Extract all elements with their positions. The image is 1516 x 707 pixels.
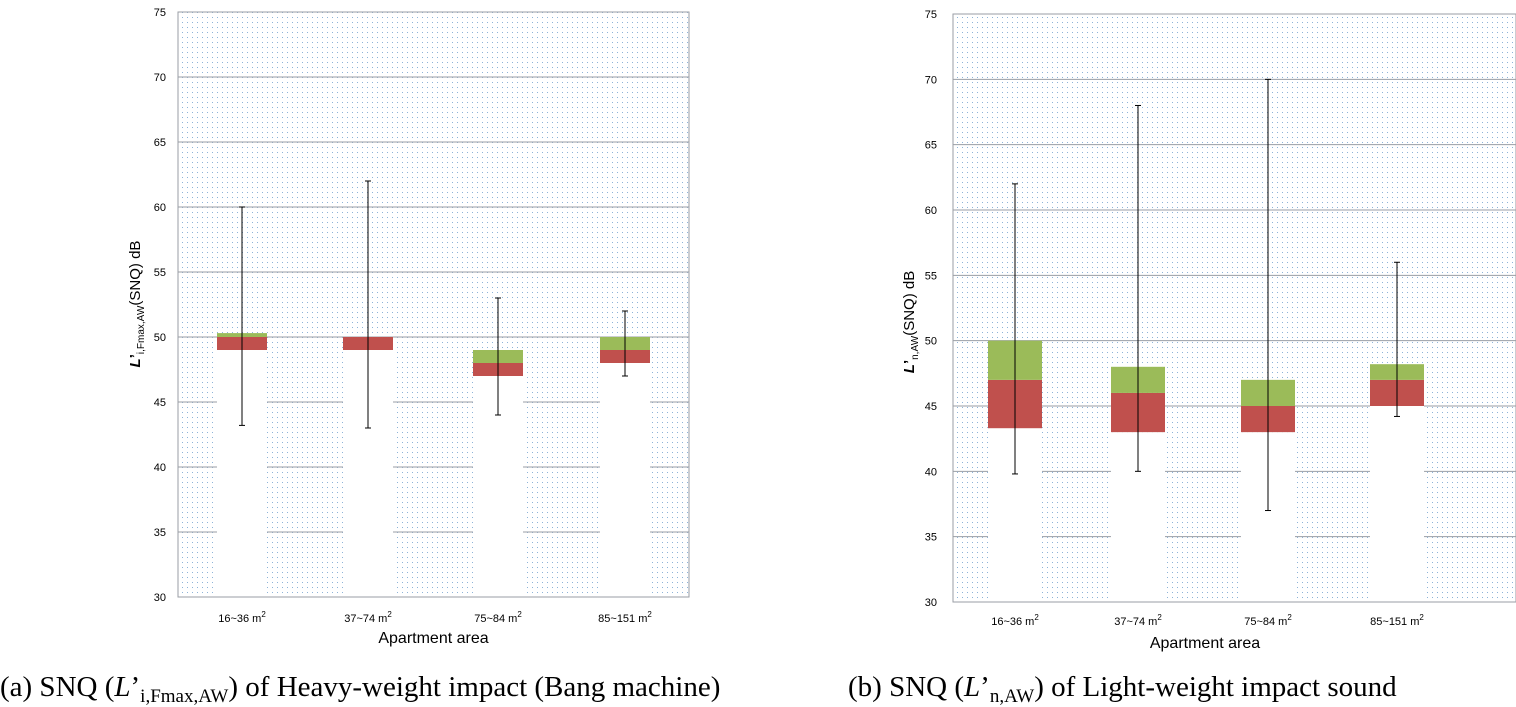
chart-panel-b: 30 35 40 45 50 55 60 65 70 75 16~36 m2 37~74 m2 75~… [848, 9, 1516, 707]
chart-panel-a: 30 35 40 45 50 55 60 65 70 75 16~36 m2 37~74 m2 75~… [0, 7, 720, 707]
x-axis-label-a: Apartment area [378, 630, 488, 647]
y-tick-label: 60 [925, 205, 937, 217]
category-label: 37~74 m2 [1114, 613, 1162, 628]
bars-a [217, 180, 650, 597]
y-tick-label: 60 [154, 202, 166, 214]
y-tick-label: 45 [925, 401, 937, 413]
y-tick-label: 45 [154, 397, 166, 409]
category-label: 85~151 m2 [1370, 613, 1424, 628]
category-label: 75~84 m2 [474, 610, 522, 625]
category-label: 85~151 m2 [598, 610, 652, 625]
y-tick-labels-a: 30 35 40 45 50 55 60 65 70 75 [154, 7, 166, 604]
y-tick-label: 55 [154, 267, 166, 279]
bars-b [988, 78, 1424, 602]
category-label: 16~36 m2 [218, 610, 266, 625]
y-tick-label: 30 [154, 592, 166, 604]
category-label: 75~84 m2 [1244, 613, 1292, 628]
category-labels-b: 16~36 m2 37~74 m2 75~84 m2 85~151 m2 [991, 613, 1424, 628]
category-label: 16~36 m2 [991, 613, 1039, 628]
y-tick-label: 75 [925, 9, 937, 21]
y-tick-label: 55 [925, 270, 937, 282]
y-tick-label: 35 [154, 527, 166, 539]
x-axis-label-b: Apartment area [1150, 635, 1260, 652]
y-tick-label: 30 [925, 597, 937, 609]
y-axis-label-a: L’i,Fmax,AW(SNQ) dB [127, 241, 147, 368]
y-axis-label-b: L’n,AW(SNQ) dB [901, 271, 921, 373]
caption-b: (b) SNQ (L’n,AW) of Light-weight impact … [848, 671, 1397, 707]
y-tick-label: 65 [925, 140, 937, 152]
category-label: 37~74 m2 [344, 610, 392, 625]
bar-base [1370, 406, 1424, 602]
y-tick-label: 50 [925, 336, 937, 348]
y-tick-label: 40 [154, 462, 166, 474]
caption-a: (a) SNQ (L’i,Fmax,AW) of Heavy-weight im… [0, 671, 720, 707]
y-tick-label: 70 [925, 74, 937, 86]
y-tick-label: 35 [925, 532, 937, 544]
y-tick-label: 65 [154, 137, 166, 149]
bar-base [600, 363, 650, 597]
y-tick-labels-b: 30 35 40 45 50 55 60 65 70 75 [925, 9, 937, 609]
y-tick-label: 50 [154, 332, 166, 344]
category-labels-a: 16~36 m2 37~74 m2 75~84 m2 85~151 m2 [218, 610, 652, 625]
y-tick-label: 70 [154, 72, 166, 84]
y-tick-label: 75 [154, 7, 166, 19]
y-tick-label: 40 [925, 466, 937, 478]
